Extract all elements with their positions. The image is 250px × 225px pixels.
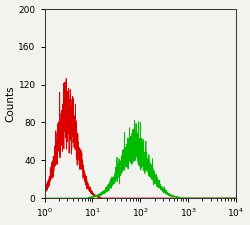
Y-axis label: Counts: Counts — [6, 85, 16, 122]
